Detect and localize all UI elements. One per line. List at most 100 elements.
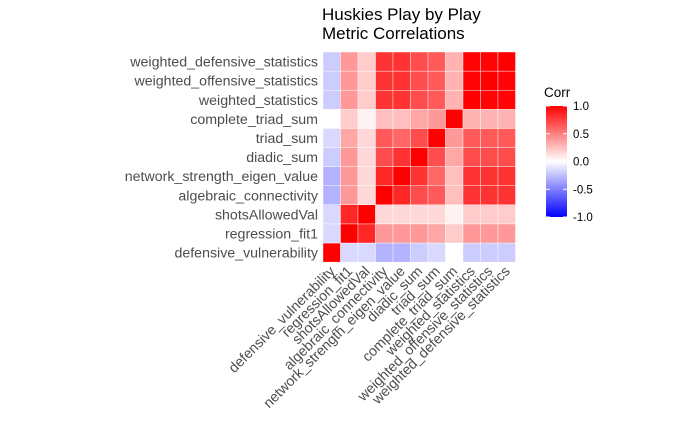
heatmap-cell-shotsAllowedVal-shotsAllowedVal xyxy=(357,204,376,225)
heatmap-cell-triad_sum-network_strength_eigen_value xyxy=(392,128,411,148)
heatmap-cell-weighted_defensive_statistics-network_strength_eigen_value xyxy=(392,51,411,72)
heatmap-cell-algebraic_connectivity-triad_sum xyxy=(427,185,446,205)
heatmap-cell-triad_sum-defensive_vulnerability xyxy=(322,128,341,148)
heatmap-cell-triad_sum-algebraic_connectivity xyxy=(375,128,394,148)
legend-tick-label-2: 0.0 xyxy=(573,157,589,169)
legend-title: Corr xyxy=(544,85,571,100)
heatmap-cell-defensive_vulnerability-weighted_statistics xyxy=(462,242,481,263)
heatmap-cell-weighted_defensive_statistics-complete_triad_sum xyxy=(445,51,464,72)
heatmap-cell-complete_triad_sum-weighted_defensive_statistics xyxy=(497,109,516,129)
heatmap-cell-defensive_vulnerability-algebraic_connectivity xyxy=(375,242,394,263)
heatmap-cell-network_strength_eigen_value-complete_triad_sum xyxy=(445,166,464,186)
heatmap-cell-weighted_statistics-weighted_statistics xyxy=(462,89,481,110)
heatmap-cell-weighted_offensive_statistics-complete_triad_sum xyxy=(445,70,464,91)
heatmap-cell-algebraic_connectivity-weighted_statistics xyxy=(462,185,481,205)
y-tick-label-defensive_vulnerability: defensive_vulnerability xyxy=(174,246,318,262)
y-tick-label-algebraic_connectivity: algebraic_connectivity xyxy=(178,188,318,204)
heatmap-cell-defensive_vulnerability-diadic_sum xyxy=(410,242,429,263)
y-tick-label-network_strength_eigen_value: network_strength_eigen_value xyxy=(125,169,318,185)
heatmap-cell-defensive_vulnerability-regression_fit1 xyxy=(340,242,359,263)
legend-colorbar xyxy=(546,106,567,217)
heatmap-cell-network_strength_eigen_value-weighted_defensive_statistics xyxy=(497,166,516,186)
legend-tick-label-3: -0.5 xyxy=(573,184,593,196)
heatmap-cell-diadic_sum-shotsAllowedVal xyxy=(357,147,376,167)
heatmap-cell-weighted_defensive_statistics-weighted_defensive_statistics xyxy=(497,51,516,72)
y-tick-label-weighted_offensive_statistics: weighted_offensive_statistics xyxy=(134,74,319,90)
heatmap-cell-complete_triad_sum-complete_triad_sum xyxy=(445,109,464,129)
heatmap-cell-weighted_offensive_statistics-regression_fit1 xyxy=(340,70,359,91)
heatmap-cell-defensive_vulnerability-shotsAllowedVal xyxy=(357,242,376,263)
heatmap-cell-algebraic_connectivity-algebraic_connectivity xyxy=(375,185,394,205)
heatmap-cell-weighted_defensive_statistics-weighted_statistics xyxy=(462,51,481,72)
heatmap-cell-complete_triad_sum-diadic_sum xyxy=(410,109,429,129)
heatmap-cell-diadic_sum-complete_triad_sum xyxy=(445,147,464,167)
heatmap-cell-diadic_sum-weighted_statistics xyxy=(462,147,481,167)
heatmap-cell-triad_sum-diadic_sum xyxy=(410,128,429,148)
heatmap-cell-weighted_defensive_statistics-weighted_offensive_statistics xyxy=(480,51,499,72)
legend-tick-label-4: -1.0 xyxy=(573,212,593,224)
heatmap-cell-regression_fit1-weighted_offensive_statistics xyxy=(480,223,499,244)
heatmap-cell-weighted_statistics-weighted_offensive_statistics xyxy=(480,89,499,110)
heatmap-cell-shotsAllowedVal-weighted_statistics xyxy=(462,204,481,225)
heatmap-cell-regression_fit1-shotsAllowedVal xyxy=(357,223,376,244)
heatmap-cell-regression_fit1-regression_fit1 xyxy=(340,223,359,244)
heatmap-cell-diadic_sum-weighted_defensive_statistics xyxy=(497,147,516,167)
legend-tick-label-1: 0.5 xyxy=(573,129,589,141)
y-tick-label-diadic_sum: diadic_sum xyxy=(246,150,318,166)
heatmap-cell-network_strength_eigen_value-weighted_offensive_statistics xyxy=(480,166,499,186)
heatmap-cell-algebraic_connectivity-shotsAllowedVal xyxy=(357,185,376,205)
heatmap-cell-algebraic_connectivity-network_strength_eigen_value xyxy=(392,185,411,205)
heatmap-cell-algebraic_connectivity-diadic_sum xyxy=(410,185,429,205)
legend-tick-label-0: 1.0 xyxy=(573,101,589,113)
heatmap-cell-network_strength_eigen_value-triad_sum xyxy=(427,166,446,186)
heatmap-cell-algebraic_connectivity-regression_fit1 xyxy=(340,185,359,205)
heatmap-cell-algebraic_connectivity-weighted_defensive_statistics xyxy=(497,185,516,205)
heatmap-cell-regression_fit1-network_strength_eigen_value xyxy=(392,223,411,244)
heatmap-cell-triad_sum-triad_sum xyxy=(427,128,446,148)
heatmap-cell-defensive_vulnerability-weighted_defensive_statistics xyxy=(497,242,516,263)
heatmap-cell-regression_fit1-triad_sum xyxy=(427,223,446,244)
heatmap-cell-weighted_statistics-complete_triad_sum xyxy=(445,89,464,110)
heatmap-cells xyxy=(322,51,516,263)
heatmap-cell-complete_triad_sum-regression_fit1 xyxy=(340,109,359,129)
heatmap-cell-network_strength_eigen_value-network_strength_eigen_value xyxy=(392,166,411,186)
y-tick-label-triad_sum: triad_sum xyxy=(256,131,318,147)
heatmap-cell-weighted_offensive_statistics-triad_sum xyxy=(427,70,446,91)
heatmap-cell-weighted_offensive_statistics-weighted_defensive_statistics xyxy=(497,70,516,91)
heatmap-cell-shotsAllowedVal-network_strength_eigen_value xyxy=(392,204,411,225)
heatmap-cell-complete_triad_sum-weighted_statistics xyxy=(462,109,481,129)
chart-title-line-2: Metric Correlations xyxy=(322,24,465,43)
heatmap-cell-regression_fit1-weighted_defensive_statistics xyxy=(497,223,516,244)
heatmap-cell-shotsAllowedVal-weighted_offensive_statistics xyxy=(480,204,499,225)
heatmap-cell-diadic_sum-network_strength_eigen_value xyxy=(392,147,411,167)
heatmap-cell-weighted_statistics-network_strength_eigen_value xyxy=(392,89,411,110)
y-tick-label-weighted_defensive_statistics: weighted_defensive_statistics xyxy=(129,55,318,71)
heatmap-cell-complete_triad_sum-triad_sum xyxy=(427,109,446,129)
heatmap-cell-triad_sum-weighted_offensive_statistics xyxy=(480,128,499,148)
y-axis-tick-labels: defensive_vulnerability regression_fit1 sh… xyxy=(125,55,319,262)
heatmap-cell-weighted_offensive_statistics-algebraic_connectivity xyxy=(375,70,394,91)
heatmap-cell-regression_fit1-weighted_statistics xyxy=(462,223,481,244)
heatmap-cell-diadic_sum-algebraic_connectivity xyxy=(375,147,394,167)
heatmap-cell-shotsAllowedVal-regression_fit1 xyxy=(340,204,359,225)
chart-title: Huskies Play by Play Metric Correlations xyxy=(322,5,485,43)
heatmap-cell-regression_fit1-diadic_sum xyxy=(410,223,429,244)
heatmap-cell-regression_fit1-algebraic_connectivity xyxy=(375,223,394,244)
heatmap-cell-complete_triad_sum-network_strength_eigen_value xyxy=(392,109,411,129)
y-tick-label-regression_fit1: regression_fit1 xyxy=(225,226,318,242)
heatmap-cell-network_strength_eigen_value-diadic_sum xyxy=(410,166,429,186)
heatmap-cell-weighted_statistics-diadic_sum xyxy=(410,89,429,110)
color-legend: Corr 1.0 0.5 0.0 -0.5 -1.0 xyxy=(544,85,593,224)
heatmap-cell-defensive_vulnerability-network_strength_eigen_value xyxy=(392,242,411,263)
heatmap-cell-defensive_vulnerability-defensive_vulnerability xyxy=(322,242,341,263)
heatmap-cell-triad_sum-regression_fit1 xyxy=(340,128,359,148)
heatmap-cell-weighted_statistics-weighted_defensive_statistics xyxy=(497,89,516,110)
heatmap-cell-weighted_defensive_statistics-diadic_sum xyxy=(410,51,429,72)
heatmap-cell-network_strength_eigen_value-defensive_vulnerability xyxy=(322,166,341,186)
heatmap-cell-complete_triad_sum-shotsAllowedVal xyxy=(357,109,376,129)
legend-ticks: 1.0 0.5 0.0 -0.5 -1.0 xyxy=(546,101,593,224)
heatmap-cell-regression_fit1-complete_triad_sum xyxy=(445,223,464,244)
heatmap-cell-weighted_offensive_statistics-diadic_sum xyxy=(410,70,429,91)
heatmap-cell-weighted_statistics-regression_fit1 xyxy=(340,89,359,110)
